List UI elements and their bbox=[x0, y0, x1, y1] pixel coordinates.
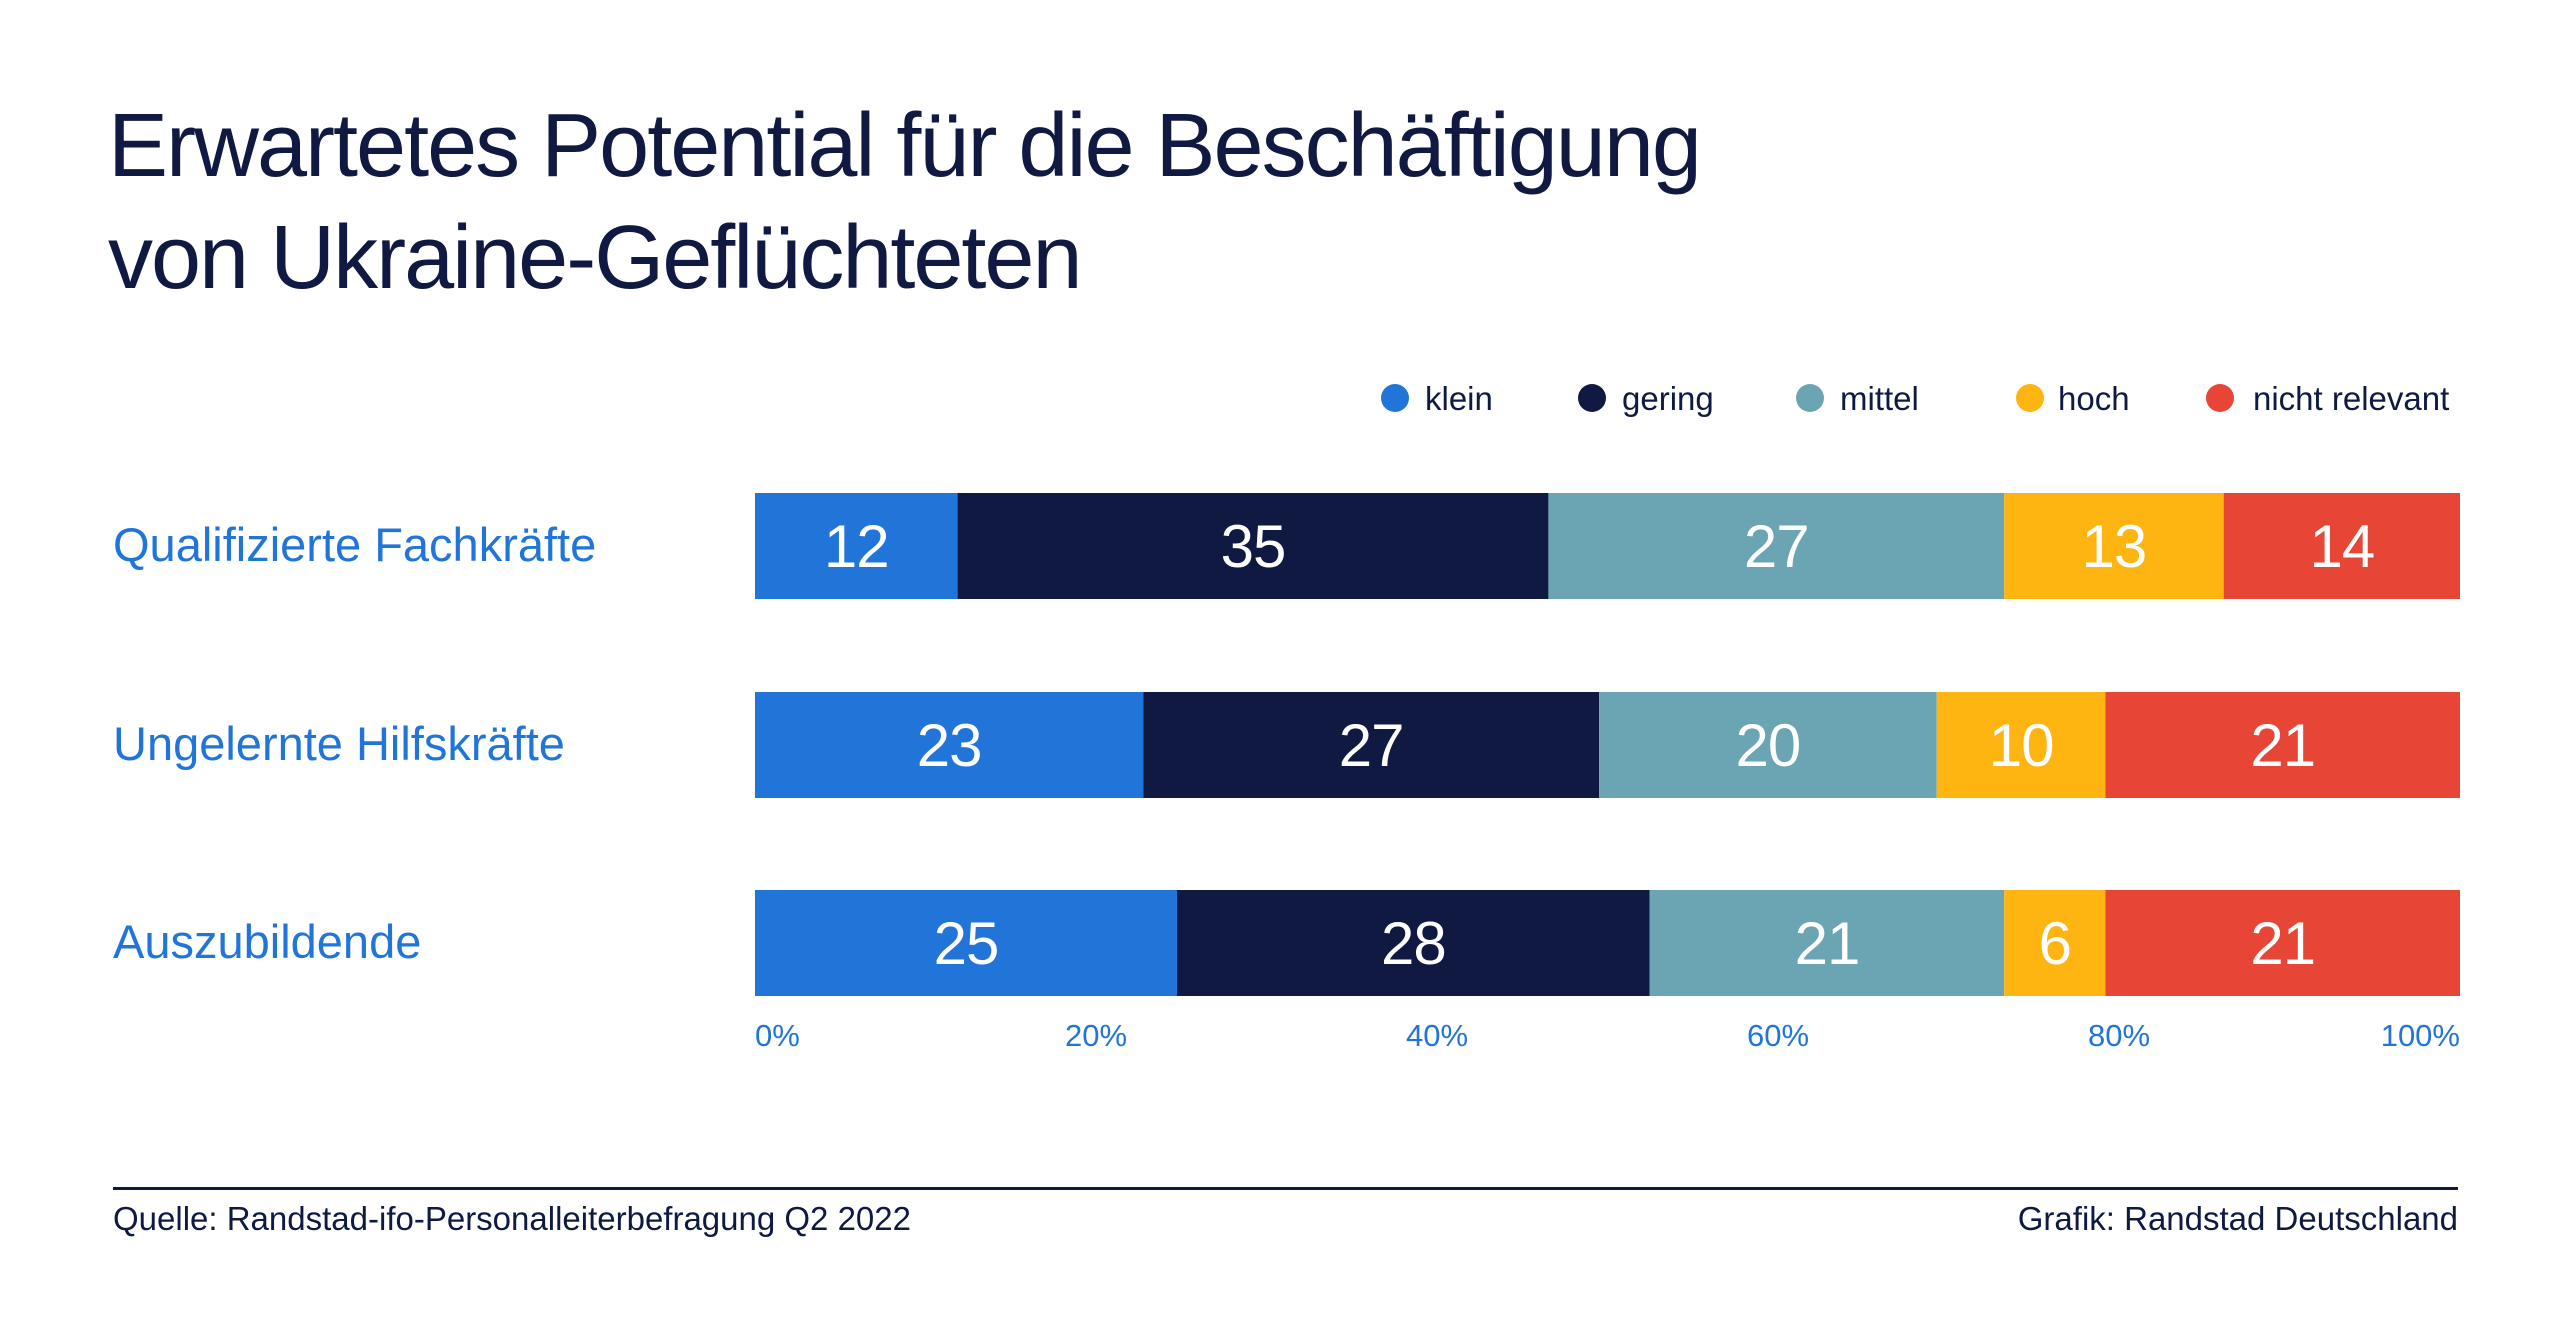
footer-divider bbox=[113, 1187, 2458, 1190]
legend-label-nicht-relevant: nicht relevant bbox=[2253, 380, 2449, 417]
category-label: Ungelernte Hilfskräfte bbox=[113, 717, 565, 770]
bar-value-label: 6 bbox=[2039, 910, 2071, 977]
bar-segment-nicht-relevant bbox=[2105, 890, 2460, 996]
graphic-credit: Grafik: Randstad Deutschland bbox=[2017, 1200, 2458, 1237]
x-tick-label: 100% bbox=[2381, 1018, 2460, 1053]
legend-marker-klein bbox=[1381, 384, 1409, 412]
bar-segment-mittel bbox=[1599, 692, 1937, 798]
bar-value-label: 20 bbox=[1735, 712, 1800, 779]
bar-segment-hoch bbox=[1936, 692, 2106, 798]
legend-label-gering: gering bbox=[1622, 380, 1714, 417]
category-label: Qualifizierte Fachkräfte bbox=[113, 518, 596, 571]
legend-label-hoch: hoch bbox=[2058, 380, 2130, 417]
bar-segment-mittel bbox=[1548, 493, 2005, 599]
bar-segment-nicht-relevant bbox=[2223, 493, 2460, 599]
bar-value-label: 23 bbox=[917, 712, 982, 779]
x-tick-label: 80% bbox=[2088, 1018, 2150, 1053]
category-label: Auszubildende bbox=[113, 915, 421, 968]
x-tick-label: 20% bbox=[1065, 1018, 1127, 1053]
bar-segment-hoch bbox=[2004, 890, 2106, 996]
bar-segment-klein bbox=[755, 890, 1178, 996]
bar-segment-mittel bbox=[1649, 890, 2005, 996]
legend-marker-mittel bbox=[1796, 384, 1824, 412]
x-tick-label: 60% bbox=[1747, 1018, 1809, 1053]
bar-value-label: 27 bbox=[1339, 712, 1404, 779]
bar-segment-klein bbox=[755, 493, 958, 599]
bar-value-label: 27 bbox=[1744, 513, 1809, 580]
chart-title-line-1: Erwartetes Potential für die Beschäftigu… bbox=[108, 96, 1702, 196]
legend-label-klein: klein bbox=[1425, 380, 1493, 417]
bar-segment-klein bbox=[755, 692, 1144, 798]
stacked-bar-chart: klein gering mittel hoch nicht relevant Quali… bbox=[113, 380, 2460, 1053]
bar-segment-hoch bbox=[2004, 493, 2224, 599]
bar-value-label: 21 bbox=[1795, 910, 1860, 977]
legend-label-mittel: mittel bbox=[1840, 380, 1919, 417]
x-tick-label: 0% bbox=[755, 1018, 800, 1053]
legend-marker-hoch bbox=[2016, 384, 2044, 412]
bar-value-label: 14 bbox=[2309, 513, 2374, 580]
source-note: Quelle: Randstad-ifo-Personalleiterbefra… bbox=[113, 1200, 911, 1237]
bar-value-label: 28 bbox=[1381, 910, 1446, 977]
bar-value-label: 13 bbox=[2082, 513, 2147, 580]
bar-value-label: 12 bbox=[824, 513, 889, 580]
bar-segment-gering bbox=[1143, 692, 1600, 798]
bar-value-label: 10 bbox=[1989, 712, 2054, 779]
legend-marker-nicht-relevant bbox=[2206, 384, 2234, 412]
bar-segment-gering bbox=[1177, 890, 1650, 996]
x-tick-label: 40% bbox=[1406, 1018, 1468, 1053]
chart-title: Erwartetes Potential für die Beschäftigu… bbox=[108, 90, 1702, 314]
bar-segment-nicht-relevant bbox=[2105, 692, 2460, 798]
bar-value-label: 35 bbox=[1221, 513, 1286, 580]
bar-segment-gering bbox=[957, 493, 1549, 599]
chart-title-line-2: von Ukraine-Geflüchteten bbox=[108, 208, 1083, 308]
bar-value-label: 25 bbox=[934, 910, 999, 977]
legend-marker-gering bbox=[1578, 384, 1606, 412]
bar-value-label: 21 bbox=[2250, 712, 2315, 779]
bar-value-label: 21 bbox=[2250, 910, 2315, 977]
